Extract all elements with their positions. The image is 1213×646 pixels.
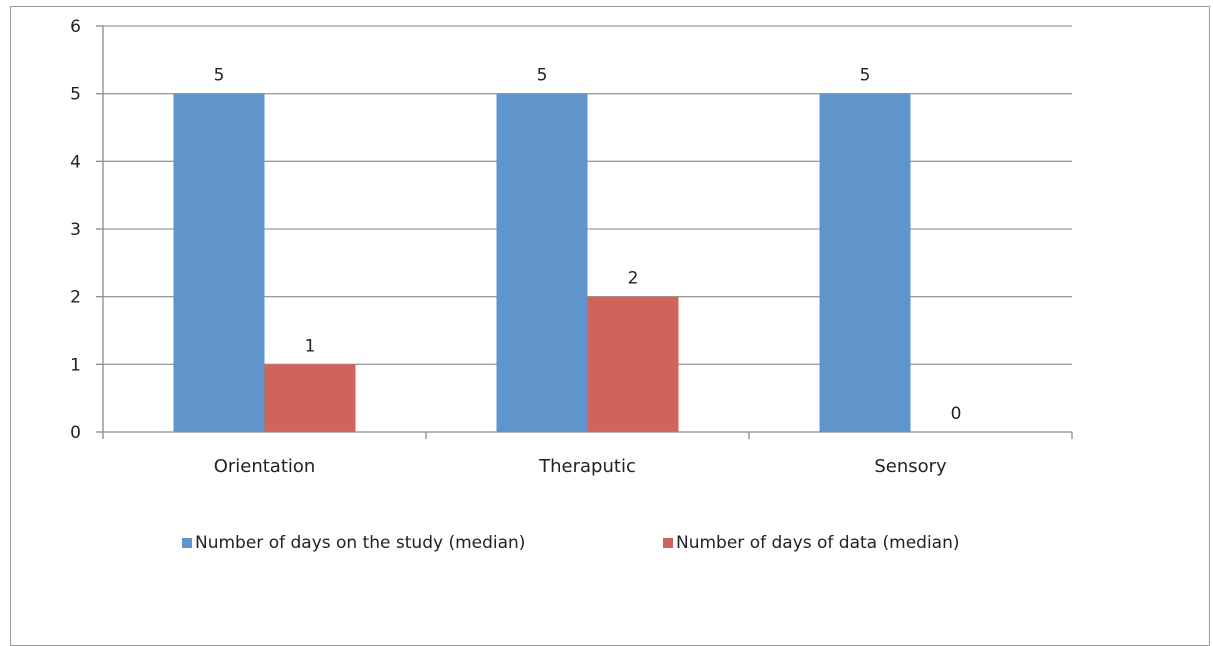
category-label: Theraputic [538, 456, 636, 477]
bars [173, 93, 911, 433]
legend-label: Number of days on the study (median) [195, 533, 525, 553]
bar-chart: 0 1 2 3 4 5 6 5 1 Orientation 5 2 Theraputic 5 0 Sensor… [70, 17, 1073, 553]
category-label: Orientation [214, 456, 316, 477]
y-tick-label: 0 [70, 423, 81, 443]
axes [96, 25, 1073, 439]
y-tick-label: 5 [70, 85, 81, 105]
data-label: 5 [860, 66, 871, 86]
data-label: 5 [537, 66, 548, 86]
labels: 0 1 2 3 4 5 6 5 1 Orientation 5 2 Theraputic 5 0 Sensor… [70, 17, 961, 477]
data-label: 0 [951, 404, 962, 424]
bar [173, 93, 265, 433]
y-tick-label: 3 [70, 220, 81, 240]
legend-swatch [663, 538, 673, 548]
bar [587, 296, 679, 432]
bar [496, 93, 588, 433]
data-label: 1 [305, 336, 316, 356]
y-tick-label: 1 [70, 355, 81, 375]
data-label: 5 [214, 66, 225, 86]
y-tick-label: 2 [70, 288, 81, 308]
legend-swatch [182, 538, 192, 548]
legend-label: Number of days of data (median) [676, 533, 960, 553]
y-tick-label: 6 [70, 17, 81, 37]
category-label: Sensory [874, 456, 947, 477]
data-label: 2 [628, 269, 639, 289]
y-tick-label: 4 [70, 152, 81, 172]
bar [264, 364, 356, 432]
bar [819, 93, 911, 433]
legend: Number of days on the study (median) Numb… [182, 533, 960, 553]
